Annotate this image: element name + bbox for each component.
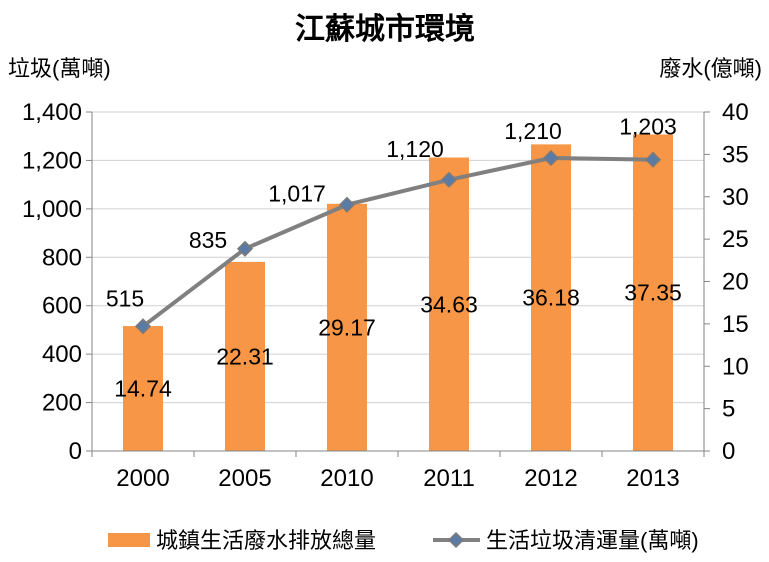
line-point-2000 bbox=[134, 318, 152, 335]
bar-label-2010: 29.17 bbox=[318, 314, 376, 340]
bar-2011 bbox=[429, 157, 469, 452]
y2-tick-label-10: 10 bbox=[722, 353, 749, 380]
legend-swatch-diamond-icon bbox=[447, 531, 465, 549]
line-point-2010 bbox=[338, 196, 356, 213]
y-tick-label-800: 800 bbox=[42, 244, 82, 271]
bar-2005 bbox=[225, 261, 265, 451]
y2-tick-label-35: 35 bbox=[722, 141, 749, 168]
y2-tick-label-0: 0 bbox=[722, 438, 735, 465]
y2-tick-label-15: 15 bbox=[722, 311, 749, 338]
bar-series-wastewater bbox=[123, 134, 673, 452]
x-tick-label-2011: 2011 bbox=[423, 465, 475, 492]
line-series-garbage bbox=[134, 149, 662, 335]
y-tick-label-0: 0 bbox=[69, 438, 82, 465]
y2-axis-title: 廢水(億噸) bbox=[659, 56, 762, 81]
x-tick-label-2005: 2005 bbox=[218, 465, 271, 492]
y2-tick-label-20: 20 bbox=[722, 269, 749, 296]
y2-tick-label-25: 25 bbox=[722, 226, 749, 253]
bar-2000 bbox=[123, 326, 163, 451]
y-tick-label-200: 200 bbox=[42, 390, 82, 417]
y-tick-label-600: 600 bbox=[42, 293, 82, 320]
line-label-2011: 1,120 bbox=[386, 136, 444, 162]
y2-tick-label-5: 5 bbox=[722, 396, 735, 423]
x-tick-label-2013: 2013 bbox=[626, 465, 679, 492]
legend: 城鎮生活廢水排放總量 生活垃圾清運量(萬噸) bbox=[108, 528, 699, 553]
line-point-2013 bbox=[644, 151, 662, 168]
bar-label-2000: 14.74 bbox=[114, 376, 172, 402]
y-tick-label-1000: 1,000 bbox=[22, 196, 82, 223]
legend-item-wastewater: 城鎮生活廢水排放總量 bbox=[108, 528, 376, 553]
line-label-2013: 1,203 bbox=[619, 114, 677, 140]
line-label-2000: 515 bbox=[106, 285, 144, 311]
y-axis-title: 垃圾(萬噸) bbox=[8, 56, 111, 81]
legend-item-garbage: 生活垃圾清運量(萬噸) bbox=[433, 528, 699, 553]
bar-2013 bbox=[633, 134, 673, 452]
legend-label-garbage: 生活垃圾清運量(萬噸) bbox=[486, 528, 699, 553]
x-tick-label-2012: 2012 bbox=[524, 465, 577, 492]
line-label-2010: 1,017 bbox=[268, 181, 326, 207]
tick-labels: 0 200 400 600 800 1,000 1,200 1,400 0 5 10 15 20 25 30… bbox=[22, 99, 749, 492]
bar-2012 bbox=[531, 144, 571, 451]
y2-tick-label-40: 40 bbox=[722, 99, 749, 126]
legend-swatch-bar bbox=[108, 533, 150, 547]
line-label-2005: 835 bbox=[189, 227, 227, 253]
line-point-2005 bbox=[236, 240, 254, 257]
axes bbox=[86, 111, 710, 457]
chart-title: 江蘇城市環境 bbox=[295, 12, 475, 46]
x-tick-label-2010: 2010 bbox=[320, 465, 373, 492]
y-tick-label-400: 400 bbox=[42, 341, 82, 368]
line-point-2011 bbox=[440, 171, 458, 188]
y-tick-label-1400: 1,400 bbox=[22, 99, 82, 126]
legend-label-wastewater: 城鎮生活廢水排放總量 bbox=[156, 528, 376, 553]
bar-label-2005: 22.31 bbox=[216, 343, 274, 369]
bar-label-2011: 34.63 bbox=[420, 291, 478, 317]
data-labels: 14.74 22.31 29.17 34.63 36.18 37.35 515 835 1,01… bbox=[106, 114, 682, 402]
x-tick-label-2000: 2000 bbox=[116, 465, 169, 492]
y2-tick-label-30: 30 bbox=[722, 184, 749, 211]
bar-label-2012: 36.18 bbox=[522, 285, 580, 311]
bar-2010 bbox=[327, 203, 367, 451]
line-point-2012 bbox=[542, 149, 560, 167]
line-path-garbage bbox=[141, 156, 654, 328]
line-label-2012: 1,210 bbox=[504, 118, 562, 144]
y-tick-label-1200: 1,200 bbox=[22, 147, 82, 174]
bar-label-2013: 37.35 bbox=[624, 280, 682, 306]
